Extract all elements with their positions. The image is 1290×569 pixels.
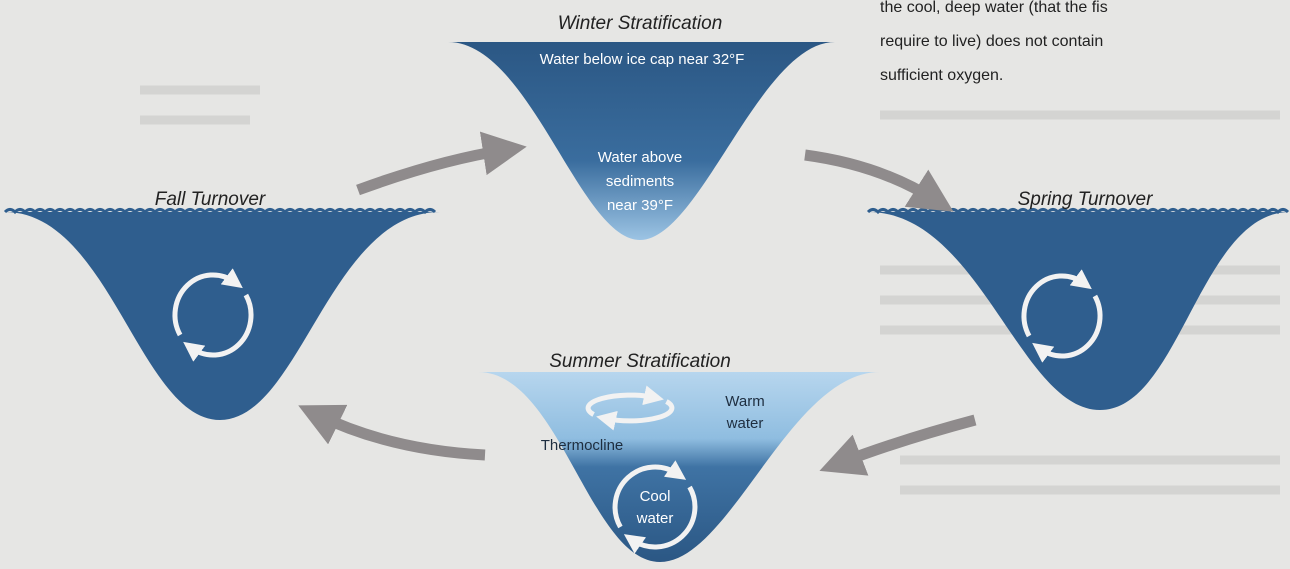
fall-title: Fall Turnover xyxy=(155,189,266,210)
winter-bottom-label: near 39°F xyxy=(607,197,673,214)
intro-line: require to live) does not contain xyxy=(880,33,1103,50)
winter-bottom-label: Water above xyxy=(598,149,683,166)
spring-title: Spring Turnover xyxy=(1018,189,1153,210)
fall-basin xyxy=(5,212,440,420)
thermocline-label: Thermocline xyxy=(541,437,624,454)
summer-basin xyxy=(478,372,880,562)
winter-bottom-label: sediments xyxy=(606,173,674,190)
diagram: the cool, deep water (that the fis requi… xyxy=(0,0,1290,569)
cool-label: water xyxy=(636,510,674,527)
winter-title: Winter Stratification xyxy=(558,13,723,34)
summer-title: Summer Stratification xyxy=(549,351,731,372)
intro-line: sufficient oxygen. xyxy=(880,67,1003,84)
warm-label: Warm xyxy=(725,393,764,410)
cool-label: Cool xyxy=(640,488,671,505)
spring-basin xyxy=(868,212,1290,410)
warm-label: water xyxy=(726,415,764,432)
intro-text: the cool, deep water (that the fis requi… xyxy=(880,0,1108,84)
intro-line: the cool, deep water (that the fis xyxy=(880,0,1108,16)
winter-top-label: Water below ice cap near 32°F xyxy=(540,51,745,68)
